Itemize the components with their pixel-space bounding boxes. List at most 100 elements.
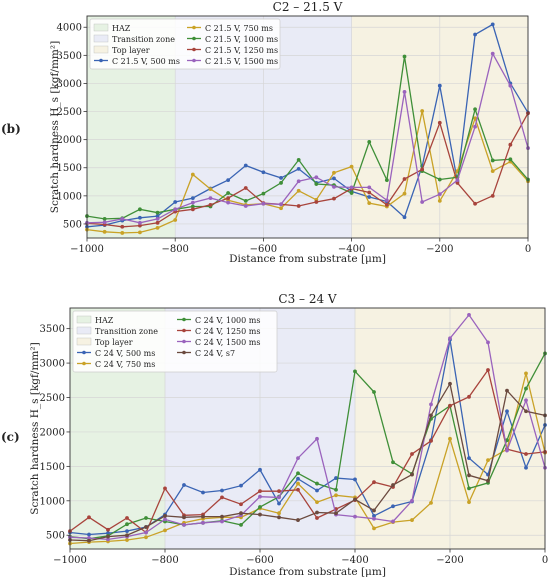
data-point-2-22	[473, 107, 477, 112]
data-point-3-21	[467, 394, 471, 399]
data-point-4-19	[420, 200, 425, 204]
series-line-1	[86, 110, 529, 234]
data-point-3-22	[486, 368, 490, 372]
data-point-4-21	[455, 178, 460, 183]
data-point-4-1	[87, 536, 91, 540]
data-point-2-6	[190, 204, 195, 209]
data-point-1-12	[296, 188, 301, 193]
data-point-5-9	[239, 511, 243, 516]
y-tick-label-7: 4000	[57, 23, 82, 34]
data-point-1-12	[296, 481, 300, 486]
y-tick-label-4: 2500	[57, 107, 82, 118]
data-point-3-22	[473, 201, 477, 206]
x-tick-label-0: −1000	[70, 244, 104, 255]
data-point-4-16	[372, 516, 376, 521]
data-point-3-18	[402, 177, 407, 181]
data-point-1-18	[410, 518, 414, 522]
legend-marker-3	[82, 350, 86, 355]
data-point-3-19	[429, 438, 433, 443]
x-axis-label: Distance from substrate [μm]	[229, 253, 386, 265]
x-tick-label-0: −1000	[53, 555, 87, 566]
data-point-1-1	[102, 229, 107, 234]
series-line-4	[86, 51, 529, 224]
y-tick-label-6: 3500	[57, 51, 82, 62]
data-point-3-10	[258, 489, 262, 494]
data-point-4-4	[155, 216, 160, 221]
data-point-1-3	[138, 230, 142, 235]
x-tick-label-3: −400	[341, 555, 368, 566]
legend-label-5: C 24 V, 1000 ms	[195, 316, 260, 325]
data-point-1-22	[473, 116, 477, 121]
data-point-2-3	[125, 522, 129, 527]
data-point-3-19	[420, 167, 425, 172]
data-point-3-13	[314, 200, 319, 204]
data-point-4-20	[448, 336, 452, 341]
data-point-1-5	[173, 218, 178, 222]
data-point-3-24	[524, 452, 528, 456]
data-point-5-6	[182, 515, 186, 520]
data-point-0-11	[279, 175, 283, 180]
data-point-2-3	[138, 207, 142, 212]
data-point-4-3	[138, 220, 142, 225]
legend-label-4: C 24 V, 750 ms	[95, 360, 155, 369]
data-point-3-23	[490, 193, 495, 198]
data-point-0-18	[402, 215, 407, 220]
data-point-3-3	[125, 516, 129, 520]
y-tick-label-5: 3000	[57, 79, 82, 90]
data-point-3-21	[455, 181, 460, 185]
data-point-2-16	[367, 139, 372, 144]
legend-marker-7	[192, 58, 196, 63]
data-point-4-8	[226, 200, 231, 205]
data-point-4-2	[120, 216, 125, 221]
data-point-0-21	[467, 456, 471, 461]
data-point-5-17	[391, 483, 395, 487]
legend-label-6: C 21.5 V, 1250 ms	[205, 46, 278, 55]
data-point-5-1	[87, 538, 91, 543]
data-point-0-8	[220, 488, 224, 493]
data-point-5-15	[353, 497, 357, 502]
data-point-3-18	[410, 452, 414, 456]
legend-label-2: Top layer	[95, 338, 133, 347]
data-point-0-2	[106, 531, 110, 536]
data-point-2-15	[353, 369, 357, 374]
data-point-0-11	[277, 501, 281, 506]
legend-label-4: C 21.5 V, 750 ms	[205, 24, 273, 33]
data-point-0-4	[155, 214, 160, 218]
data-point-1-13	[315, 500, 319, 505]
data-point-4-8	[220, 519, 224, 524]
legend-box	[72, 310, 278, 373]
data-point-3-20	[448, 403, 452, 408]
data-point-0-13	[315, 488, 319, 493]
legend-label-6: C 24 V, 1250 ms	[195, 327, 260, 336]
legend-marker-4	[192, 25, 196, 30]
data-point-0-10	[261, 170, 266, 175]
data-point-5-19	[429, 413, 433, 418]
data-point-5-7	[201, 514, 205, 519]
chart-title: C2 – 21.5 V	[273, 0, 343, 14]
x-tick-label-4: −200	[426, 244, 453, 255]
y-tick-label-2: 1500	[40, 462, 65, 473]
legend-label-0: HAZ	[112, 24, 131, 33]
data-point-5-14	[334, 511, 338, 516]
data-point-1-16	[372, 526, 376, 531]
legend-marker-6	[182, 328, 186, 333]
y-tick-label-0: 500	[46, 531, 65, 542]
data-point-4-10	[258, 494, 262, 499]
y-tick-label-1: 1000	[40, 496, 65, 507]
data-point-1-14	[332, 170, 336, 175]
data-point-2-20	[437, 177, 442, 182]
data-point-3-24	[508, 142, 513, 147]
data-point-0-23	[490, 22, 495, 27]
y-tick-label-1: 1000	[57, 191, 82, 202]
data-point-5-13	[315, 510, 319, 515]
data-point-4-6	[190, 200, 195, 205]
data-point-1-4	[144, 535, 148, 540]
data-point-0-16	[367, 195, 372, 199]
legend-marker-5	[192, 36, 196, 41]
data-point-2-10	[261, 191, 266, 196]
legend-box	[89, 18, 281, 70]
data-point-0-3	[138, 215, 142, 220]
data-point-1-2	[120, 231, 125, 235]
data-point-2-10	[258, 505, 262, 509]
